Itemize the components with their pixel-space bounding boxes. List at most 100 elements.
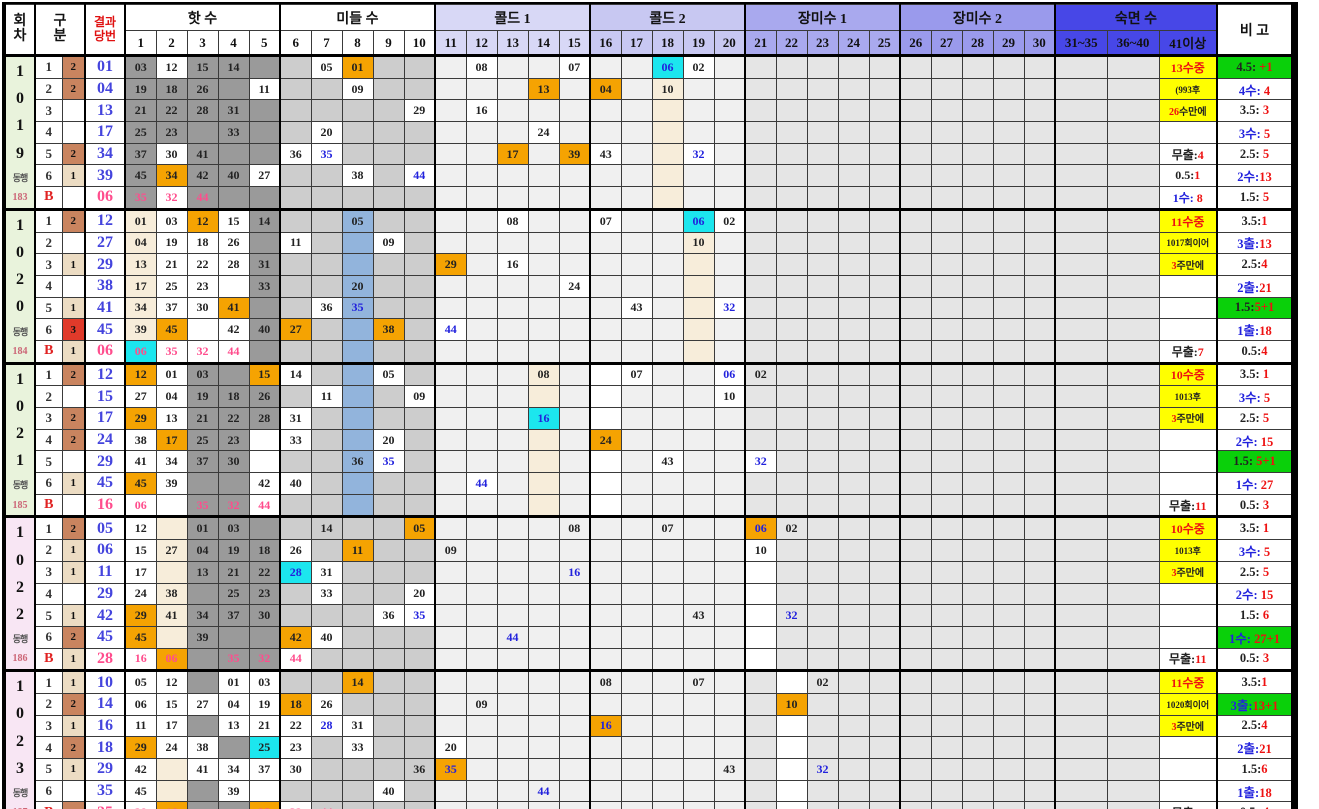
grid-cell (651, 582, 684, 606)
grid-cell (527, 274, 560, 298)
grid-cell (992, 779, 1025, 803)
note-41plus-cell (1158, 779, 1218, 803)
sleep-cell-31-35 (1054, 253, 1108, 276)
block-4-row-4: 5 1 29 42 41 34 37 30 36 35 43 32 1.5:6 (5, 758, 1293, 781)
grid-cell (651, 121, 684, 144)
grid-cell (930, 164, 963, 188)
grid-cell (682, 472, 715, 495)
grid-cell (434, 493, 467, 518)
sleep-cell-31-35 (1054, 207, 1108, 233)
grid-cell (837, 647, 870, 672)
grid-cell (465, 736, 498, 759)
grid-cell (496, 493, 529, 518)
grid-cell (806, 560, 839, 584)
grid-cell: 22 (217, 407, 250, 430)
grid-cell (496, 692, 529, 716)
division-badge: 1 (61, 253, 86, 276)
grid-cell (837, 758, 870, 781)
sleep-cell-36-40 (1106, 385, 1160, 408)
grid-cell: 18 (248, 539, 281, 562)
grid-cell (403, 450, 436, 474)
grid-cell (992, 407, 1025, 430)
grid-cell (961, 647, 994, 672)
grid-cell (775, 186, 808, 210)
grid-cell (682, 121, 715, 144)
grid-cell (961, 736, 994, 759)
winning-number: 45 (84, 625, 126, 649)
winning-number: 05 (84, 515, 126, 541)
grid-cell (744, 253, 777, 276)
block-1-row-2: 3 1 29 13 21 22 28 31 29 16 3주만에 2.5:4 (5, 253, 1293, 276)
grid-cell (899, 758, 932, 781)
grid-cell (930, 604, 963, 627)
sleep-cell-36-40 (1106, 142, 1160, 166)
division-badge: 3 (61, 318, 86, 341)
grid-cell (961, 231, 994, 255)
grid-cell (403, 253, 436, 276)
block-2-row-6: B 16 06 35 32 44 무출:11 0.5: 3 (5, 493, 1293, 518)
grid-cell (496, 318, 529, 341)
block-0-row-5: 6 1 39 45 34 42 40 27 38 44 0.5:1 2수:13 (5, 164, 1293, 188)
grid-cell (899, 692, 932, 716)
grid-cell: 12 (124, 515, 157, 541)
grid-cell: 06 (124, 493, 157, 518)
round-label: 1 0 2 1 동행 185 (4, 361, 36, 518)
column-header-11: 11 (434, 30, 467, 56)
grid-cell (930, 736, 963, 759)
grid-cell (713, 472, 746, 495)
grid-cell (806, 142, 839, 166)
grid-cell (837, 625, 870, 649)
division-badge: 1 (61, 296, 86, 320)
grid-cell (620, 274, 653, 298)
block-3-row-2: 3 1 11 17 13 21 22 28 31 16 3주만에 2.5: 5 (5, 560, 1293, 584)
grid-cell (527, 99, 560, 123)
grid-cell: 19 (217, 539, 250, 562)
grid-cell (217, 186, 250, 210)
grid-cell: 05 (341, 207, 374, 233)
grid-cell (868, 318, 901, 341)
grid-cell (651, 274, 684, 298)
grid-cell (744, 296, 777, 320)
grid-cell (713, 560, 746, 584)
grid-cell: 35 (155, 339, 188, 364)
winning-number: 28 (84, 647, 126, 672)
grid-cell (961, 385, 994, 408)
winning-number: 29 (84, 758, 126, 781)
remark-cell: 1수: 27 (1216, 472, 1293, 495)
grid-cell (837, 231, 870, 255)
grid-cell: 04 (217, 692, 250, 716)
sleep-cell-31-35 (1054, 54, 1108, 79)
remark-cell: 1.5:5+1 (1216, 296, 1293, 320)
grid-cell (930, 54, 963, 79)
grid-cell (527, 582, 560, 606)
grid-cell (279, 385, 312, 408)
round-digit: 0 (16, 90, 24, 108)
grid-cell (868, 99, 901, 123)
grid-cell (930, 779, 963, 803)
grid-cell (899, 142, 932, 166)
grid-cell (248, 450, 281, 474)
column-header-19: 19 (682, 30, 715, 56)
round-digit: 0 (16, 243, 24, 261)
grid-cell (651, 472, 684, 495)
grid-cell (744, 231, 777, 255)
grid-cell: 14 (341, 669, 374, 694)
grid-cell (806, 428, 839, 452)
grid-cell: 17 (155, 714, 188, 738)
grid-cell (775, 714, 808, 738)
grid-cell (1023, 361, 1056, 387)
note-41plus-cell: 3주만에 (1158, 560, 1218, 584)
grid-cell (372, 142, 405, 166)
sleep-cell-31-35 (1054, 385, 1108, 408)
grid-cell (930, 472, 963, 495)
grid-cell (806, 801, 839, 809)
round-digit: 3 (16, 759, 24, 777)
grid-cell (527, 231, 560, 255)
division-number: 5 (34, 758, 63, 781)
grid-cell (496, 339, 529, 364)
grid-cell (868, 121, 901, 144)
grid-cell (744, 54, 777, 79)
round-digit: 9 (16, 144, 24, 162)
grid-cell (961, 207, 994, 233)
grid-cell (186, 472, 219, 495)
